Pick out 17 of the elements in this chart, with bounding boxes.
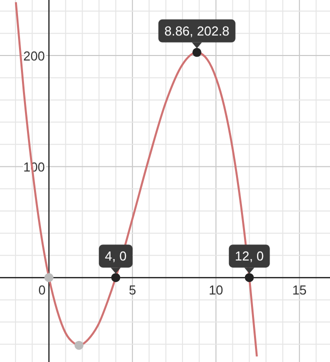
callout: 12, 0 [228,244,270,274]
point [192,48,202,57]
y-tick-label: 200 [23,48,45,64]
line-series [14,1,258,358]
point [44,273,54,282]
annotation: 12, 0 [234,248,264,264]
point [111,273,120,282]
annotation: 8.86, 202.8 [164,23,230,38]
x-tick-label: 15 [292,282,307,298]
annotation: 4, 0 [104,248,127,264]
x-tick-label: 0 [38,282,46,298]
callout: 8.86, 202.8 [158,19,236,48]
callout: 4, 0 [98,244,133,274]
x-tick-label: 10 [208,282,224,298]
point [244,273,254,282]
x-tick-label: 5 [128,282,136,298]
point [74,340,84,350]
